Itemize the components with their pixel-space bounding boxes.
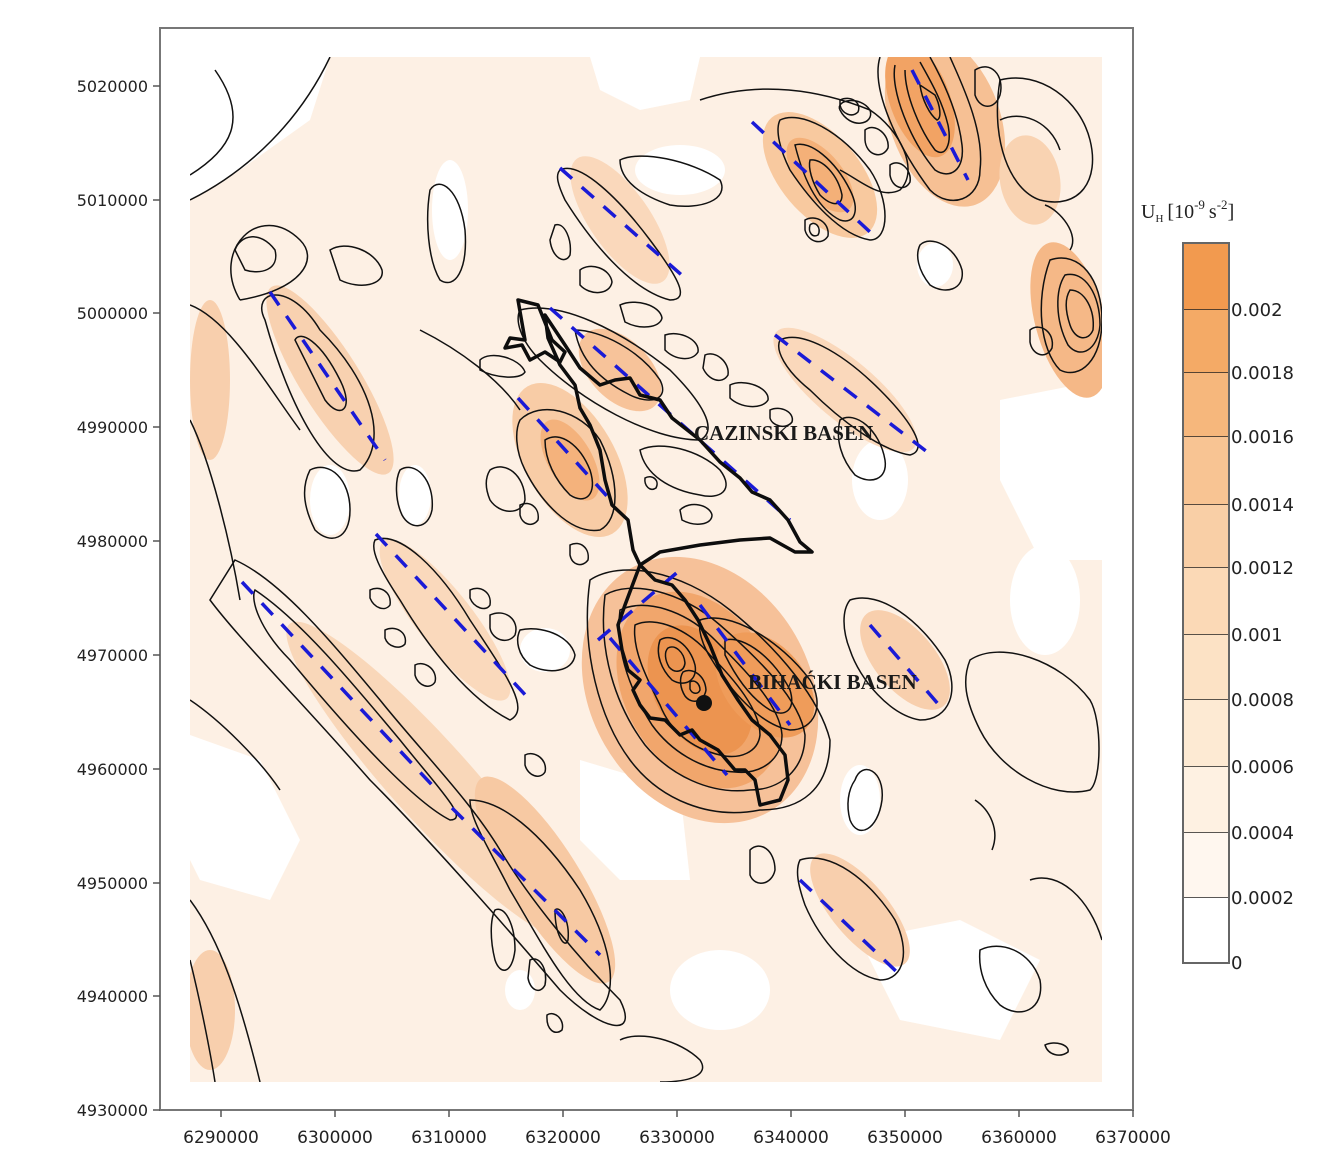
x-tick-label: 6290000: [183, 1128, 259, 1148]
x-tick-label: 6340000: [753, 1128, 829, 1148]
city-point: [696, 695, 712, 711]
y-axis: 5020000 5010000 5000000 4990000 4980000 …: [77, 77, 160, 1120]
legend-swatch: [1183, 898, 1229, 963]
x-axis: 6290000 6300000 6310000 6320000 6330000 …: [183, 1110, 1171, 1148]
legend-level-label: 0: [1231, 953, 1242, 974]
low-anomaly-zones: [190, 57, 1102, 1040]
color-legend: UH [10-9 s-2] 0.002 0.0018 0.0016 0.0014 0.001…: [1141, 197, 1294, 974]
legend-level-label: 0.0014: [1231, 495, 1294, 516]
cazinski-basin-outline: [503, 298, 814, 567]
legend-level-label: 0.0012: [1231, 558, 1294, 579]
x-tick-label: 6310000: [411, 1128, 487, 1148]
y-tick-label: 4980000: [77, 532, 148, 551]
y-tick-label: 4960000: [77, 760, 148, 779]
legend-swatches: [1183, 243, 1229, 963]
legend-level-label: 0.0018: [1231, 363, 1294, 384]
legend-level-label: 0.0006: [1231, 757, 1294, 778]
x-tick-label: 6320000: [525, 1128, 601, 1148]
y-tick-label: 5020000: [77, 77, 148, 96]
isolines: [190, 57, 1102, 1082]
legend-level-label: 0.002: [1231, 300, 1283, 321]
basin-outlines: [503, 298, 814, 807]
y-tick-label: 4970000: [77, 646, 148, 665]
bihacki-basin-label: BIHAĆKI BASEN: [748, 670, 917, 694]
legend-swatch: [1183, 767, 1229, 833]
legend-swatch: [1183, 373, 1229, 437]
legend-swatch: [1183, 437, 1229, 505]
cazinski-basin-label: CAZINSKI BASEN: [694, 421, 873, 445]
legend-border: [1182, 242, 1230, 964]
legend-level-label: 0.0008: [1231, 690, 1294, 711]
bihacki-basin-outline: [616, 563, 790, 807]
legend-swatch: [1183, 700, 1229, 767]
contour-field: CAZINSKI BASEN BIHAĆKI BASEN: [190, 57, 1102, 1082]
legend-swatch: [1183, 505, 1229, 568]
x-tick-label: 6300000: [297, 1128, 373, 1148]
legend-level-label: 0.0004: [1231, 823, 1294, 844]
legend-swatch: [1183, 568, 1229, 635]
legend-swatch: [1183, 833, 1229, 898]
legend-level-label: 0.0002: [1231, 888, 1294, 909]
legend-level-label: 0.0016: [1231, 427, 1294, 448]
x-tick-label: 6350000: [867, 1128, 943, 1148]
x-tick-label: 6330000: [639, 1128, 715, 1148]
y-tick-label: 4940000: [77, 987, 148, 1006]
y-tick-label: 4950000: [77, 874, 148, 893]
legend-swatch: [1183, 310, 1229, 373]
legend-swatch: [1183, 635, 1229, 700]
legend-labels: 0.002 0.0018 0.0016 0.0014 0.0012 0.001 0.0008…: [1231, 300, 1294, 974]
y-tick-label: 4930000: [77, 1101, 148, 1120]
x-tick-label: 6370000: [1095, 1128, 1171, 1148]
y-tick-label: 5000000: [77, 304, 148, 323]
y-tick-label: 5010000: [77, 191, 148, 210]
x-tick-label: 6360000: [981, 1128, 1057, 1148]
legend-title: UH [10-9 s-2]: [1141, 197, 1234, 225]
y-tick-label: 4990000: [77, 418, 148, 437]
legend-swatch: [1183, 243, 1229, 310]
legend-level-label: 0.001: [1231, 625, 1283, 646]
